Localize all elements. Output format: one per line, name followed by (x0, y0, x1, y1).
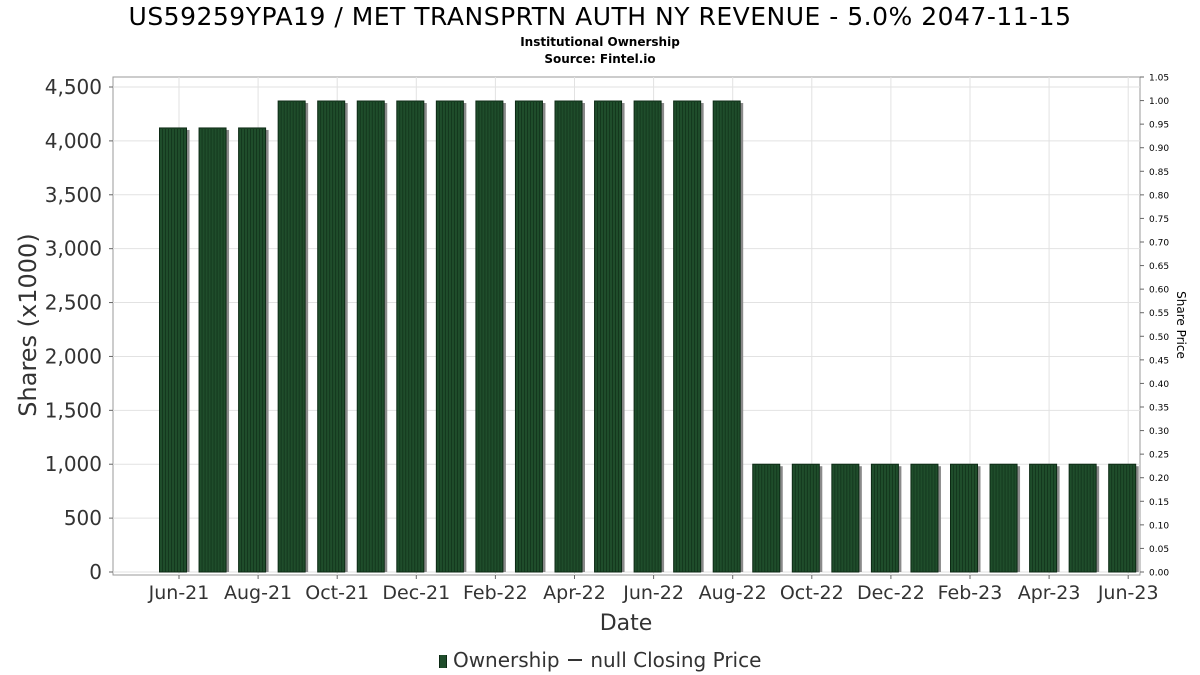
x-tick-label: Dec-22 (857, 582, 925, 604)
ownership-bar (396, 100, 425, 573)
x-tick-label: Aug-21 (224, 582, 292, 604)
y2-tick-label: 0.20 (1149, 474, 1169, 484)
y2-tick-label: 0.05 (1149, 545, 1169, 555)
ownership-bar (435, 100, 464, 573)
price-legend-line (567, 659, 582, 661)
ownership-bar (752, 463, 781, 573)
y2-tick-label: 0.55 (1149, 309, 1169, 319)
ownership-bar (475, 100, 504, 573)
x-tick-label: Jun-22 (622, 582, 684, 604)
x-tick-label: Feb-23 (938, 582, 1003, 604)
y2-tick-label: 0.95 (1149, 121, 1169, 131)
ownership-legend-label: Ownership (452, 648, 560, 672)
ownership-bar (277, 100, 306, 573)
x-tick-label: Dec-21 (382, 582, 450, 604)
y2-tick-label: 0.80 (1149, 191, 1169, 201)
y-tick-label: 0 (89, 560, 102, 584)
x-tick-label: Apr-23 (1018, 582, 1081, 604)
y2-tick-label: 0.60 (1149, 286, 1169, 296)
y2-tick-label: 0.75 (1149, 215, 1169, 225)
ownership-bar (1068, 463, 1097, 573)
y-tick-label: 500 (64, 506, 102, 530)
x-tick-label: Jun-21 (148, 582, 210, 604)
ownership-bar (989, 463, 1018, 573)
chart-legend: Ownership null Closing Price (0, 648, 1200, 672)
ownership-bar (238, 127, 267, 573)
x-tick-label: Oct-21 (305, 582, 369, 604)
y2-tick-label: 0.90 (1149, 144, 1169, 154)
y2-tick-label: 0.65 (1149, 262, 1169, 272)
y2-tick-label: 0.00 (1149, 569, 1169, 579)
ownership-bar (950, 463, 978, 573)
ownership-bar (831, 463, 860, 573)
y-tick-label: 3,500 (45, 183, 102, 207)
ownership-chart: 0 500 1,000 1,500 2,000 2,500 3,000 3,500 4,000 4… (14, 74, 1188, 637)
y2-tick-label: 0.40 (1149, 380, 1169, 390)
price-legend-label: null Closing Price (590, 648, 762, 672)
x-tick-label: Feb-22 (463, 582, 528, 604)
ownership-bar (673, 100, 702, 573)
x-tick-label: Oct-22 (780, 582, 844, 604)
y2-tick-label: 1.00 (1149, 97, 1169, 107)
ownership-bar (791, 463, 820, 573)
ownership-bar (633, 100, 662, 573)
ownership-bar (712, 100, 741, 573)
ownership-bar (1108, 463, 1137, 573)
ownership-bar (554, 100, 583, 573)
chart-title: US59259YPA19 / MET TRANSPRTN AUTH NY REV… (128, 2, 1072, 31)
ownership-bar (356, 100, 385, 573)
y2-tick-label: 0.45 (1149, 356, 1169, 366)
y2-tick-label: 0.50 (1149, 333, 1169, 343)
y2-tick-label: 0.30 (1149, 427, 1169, 437)
x-tick-label: Jun-23 (1097, 582, 1159, 604)
y2-tick-label: 1.05 (1149, 74, 1169, 84)
ownership-bar (159, 127, 187, 573)
y-tick-label: 2,500 (45, 291, 102, 315)
x-axis-title: Date (600, 611, 653, 636)
ownership-legend-swatch (438, 655, 447, 668)
y-tick-label: 1,000 (45, 452, 102, 476)
y-tick-label: 2,000 (45, 344, 102, 368)
y2-tick-label: 0.35 (1149, 404, 1169, 414)
y2-tick-label: 0.70 (1149, 239, 1169, 249)
y-tick-label: 4,000 (45, 129, 102, 153)
ownership-bar (198, 127, 227, 573)
y2-tick-label: 0.15 (1149, 498, 1169, 508)
y2-axis-title: Share Price (1174, 291, 1188, 359)
y-axis-title: Shares (x1000) (14, 233, 42, 416)
ownership-bar (317, 100, 346, 573)
y-tick-label: 4,500 (45, 75, 102, 99)
ownership-bar (594, 100, 623, 573)
chart-source: Source: Fintel.io (544, 52, 656, 66)
y-tick-label: 3,000 (45, 237, 102, 261)
ownership-bar (870, 463, 899, 573)
x-tick-label: Apr-22 (543, 582, 606, 604)
ownership-bar (1029, 463, 1058, 573)
x-tick-label: Aug-22 (699, 582, 767, 604)
y2-tick-label: 0.85 (1149, 168, 1169, 178)
y-tick-label: 1,500 (45, 398, 102, 422)
ownership-bar (514, 100, 543, 573)
y2-tick-label: 0.10 (1149, 521, 1169, 531)
y2-tick-label: 0.25 (1149, 451, 1169, 461)
ownership-bar (910, 463, 939, 573)
chart-subtitle: Institutional Ownership (520, 35, 680, 49)
